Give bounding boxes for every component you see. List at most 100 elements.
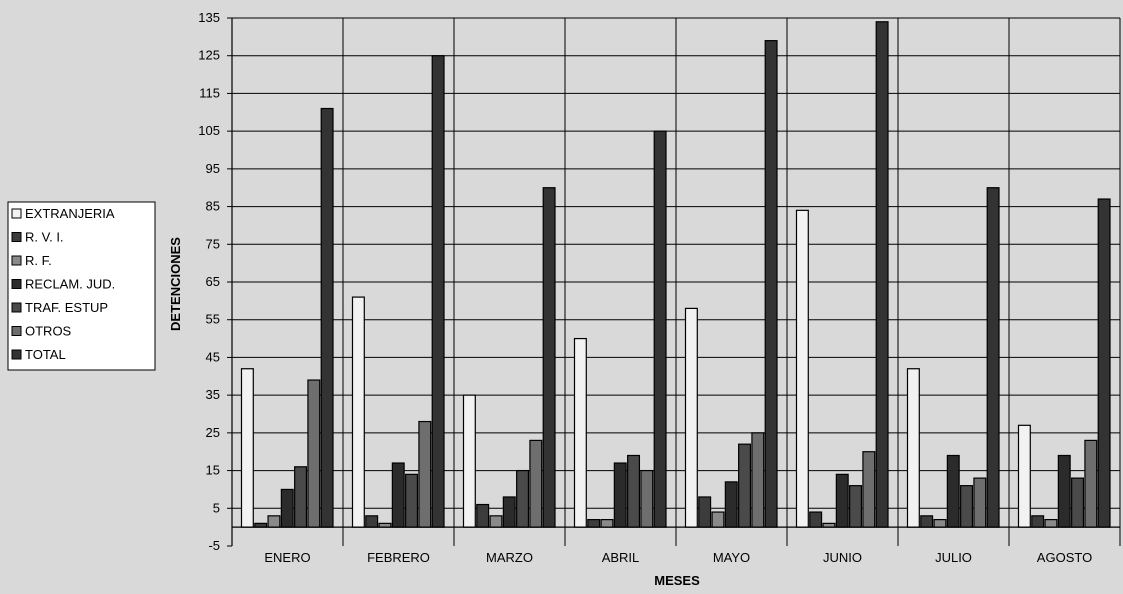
bar <box>849 485 863 528</box>
y-tick-label: 35 <box>206 387 220 402</box>
bar <box>587 518 601 528</box>
bar <box>640 469 654 528</box>
bar <box>933 518 947 528</box>
bar <box>351 296 365 528</box>
bar <box>751 432 765 528</box>
bar <box>1071 477 1085 528</box>
bar <box>573 337 587 528</box>
bar <box>516 469 530 528</box>
bar <box>875 21 889 528</box>
bar <box>267 515 281 528</box>
legend-box <box>7 201 156 371</box>
x-tick-label: FEBRERO <box>367 550 430 565</box>
x-tick-labels: ENERO FEBRERO MARZO ABRIL MAYO JUNIO JULIO AGOS… <box>264 550 1092 565</box>
bar <box>613 462 627 528</box>
x-tick-label: AGOSTO <box>1037 550 1092 565</box>
legend: EXTRANJERIA R. V. I. R. F. RECLAM. JUD. TRAF… <box>7 201 156 371</box>
legend-label: R. V. I. <box>25 230 64 245</box>
bar <box>365 515 379 528</box>
bar <box>294 466 308 528</box>
bar <box>906 368 920 528</box>
y-tick-label: 105 <box>198 123 220 138</box>
y-tick-label: 15 <box>206 463 220 478</box>
y-tick-label: 135 <box>198 10 220 25</box>
bar <box>489 515 503 528</box>
bar <box>431 55 445 528</box>
legend-swatch <box>11 208 22 219</box>
bar <box>502 496 516 528</box>
bar <box>240 368 254 528</box>
bar <box>809 511 823 528</box>
bar <box>653 130 667 528</box>
bar <box>320 107 334 528</box>
legend-label: R. F. <box>25 253 52 268</box>
bar <box>307 379 321 528</box>
bar <box>946 454 960 528</box>
gridlines <box>232 17 1121 546</box>
bar <box>920 515 934 528</box>
bar <box>1031 515 1045 528</box>
bar <box>391 462 405 528</box>
bar <box>1017 424 1031 528</box>
x-tick-label: JUNIO <box>823 550 862 565</box>
bar <box>698 496 712 528</box>
legend-swatch <box>11 349 22 360</box>
bar <box>764 40 778 528</box>
y-tick-label: 95 <box>206 161 220 176</box>
bar <box>476 503 490 528</box>
y-tick-label: 75 <box>206 236 220 251</box>
bar <box>405 473 419 528</box>
legend-swatch <box>11 232 22 242</box>
y-tick-label: 115 <box>199 85 220 100</box>
bar <box>542 187 556 528</box>
legend-label: EXTRANJERIA <box>25 206 115 221</box>
bar <box>724 481 738 528</box>
bar <box>529 439 543 528</box>
legend-swatch <box>11 326 22 336</box>
x-tick-label: MAYO <box>713 550 750 565</box>
legend-swatch <box>11 255 22 266</box>
bar <box>1084 439 1098 528</box>
bar <box>738 443 752 528</box>
x-tick-label: ABRIL <box>602 550 640 565</box>
bar <box>986 187 1000 528</box>
y-tick-label: 55 <box>206 312 220 327</box>
bar <box>462 394 476 528</box>
bar <box>1044 518 1058 528</box>
legend-label: RECLAM. JUD. <box>25 277 115 292</box>
bar <box>973 477 987 528</box>
y-tick-label: 5 <box>213 500 220 515</box>
y-tick-label: -5 <box>208 538 220 553</box>
legend-swatch <box>11 302 22 313</box>
bar <box>280 488 294 528</box>
x-tick-label: ENERO <box>264 550 310 565</box>
bar <box>600 518 614 528</box>
legend-label: TRAF. ESTUP <box>25 300 108 315</box>
bar <box>795 209 809 528</box>
bar <box>684 307 698 528</box>
y-tick-label: 85 <box>206 199 220 214</box>
y-tick-labels: -5 5 15 25 35 45 55 65 75 85 95 105 115 125 135 <box>198 10 220 553</box>
legend-label: TOTAL <box>25 347 66 362</box>
bar <box>1057 454 1071 528</box>
axes <box>227 17 1120 547</box>
bar <box>835 473 849 528</box>
x-tick-label: JULIO <box>935 550 972 565</box>
bar <box>1097 198 1111 528</box>
bar <box>627 454 641 528</box>
bar <box>960 485 974 528</box>
bar <box>418 420 432 528</box>
bar <box>862 451 876 528</box>
y-tick-label: 25 <box>206 425 220 440</box>
x-axis-title: MESES <box>654 573 700 588</box>
bar <box>711 511 725 528</box>
y-tick-label: 125 <box>198 48 220 63</box>
legend-swatch <box>11 279 22 289</box>
y-tick-label: 65 <box>206 274 220 289</box>
legend-label: OTROS <box>25 324 72 339</box>
y-tick-label: 45 <box>206 349 220 364</box>
x-tick-label: MARZO <box>486 550 533 565</box>
y-axis-title: DETENCIONES <box>168 237 183 331</box>
